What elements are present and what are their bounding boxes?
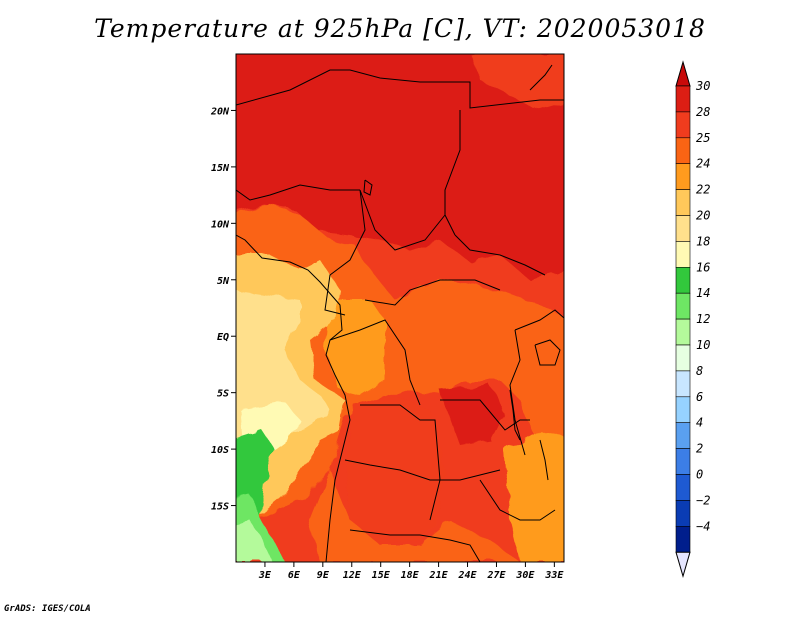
colorbar-swatch [675,137,691,165]
lon-tick-label: 9E [317,570,330,581]
colorbar-label: 8 [696,364,703,378]
country-borders [236,64,564,562]
colorbar-label: 20 [696,209,710,223]
lat-tick-label: 15S [211,502,229,513]
colorbar-label: 16 [696,260,710,274]
colorbar-label: 14 [696,286,710,300]
lon-tick-label: 15E [372,570,391,581]
lat-tick-label: 15N [211,163,230,174]
map-frame [235,53,565,563]
lake-victoria [534,339,561,366]
colorbar-swatch [675,422,691,449]
colorbar-label: 18 [696,234,710,248]
lat-tick-label: 20N [210,106,230,117]
field-benguela-12 [236,520,272,562]
border-zimbabwe [479,479,556,521]
colorbar-label: 12 [696,312,710,326]
border-east-rift [509,329,526,456]
latitude-axis: 20N 15N 10N 5N EQ 5S 10S 15S [210,106,236,513]
lon-tick-label: 30E [515,570,535,581]
colorbar-swatch [675,344,691,372]
lat-tick-label: 10S [211,445,229,456]
border-namibia [344,459,501,481]
lon-tick-label: 24E [457,570,477,581]
colorbar-label: 6 [696,390,703,404]
lon-tick-label: 27E [486,570,506,581]
colorbar-swatch [675,525,691,553]
colorbar-top-arrow [675,60,691,87]
colorbar-label: 2 [696,442,703,456]
lon-tick-label: 12E [343,570,362,581]
colorbar-swatch [675,396,691,423]
lon-tick-label: 33E [544,570,564,581]
temperature-field [236,54,564,562]
border-angola-zambia [360,404,441,521]
colorbar-label: 30 [695,79,710,93]
border-south-sudan [454,234,546,276]
border-namibia-botswana [349,529,481,562]
field-northeast-28 [470,54,564,110]
lat-tick-label: 10N [211,219,230,230]
colorbar-swatch [675,500,691,527]
lat-tick-label: EQ [217,332,229,343]
colorbar-swatch [675,474,691,501]
colorbar-label: 10 [696,338,710,352]
field-kalahari-28 [345,395,445,545]
border-libya-chad [236,69,471,108]
colorbar-label: 28 [696,105,710,119]
field-congo-24 [325,300,385,395]
colorbar-label: 22 [696,183,710,197]
colorbar-swatch [675,85,691,113]
colorbar-bottom-arrow [675,551,691,578]
map-title: Temperature at 925hPa [C], VT: 202005301… [94,14,706,43]
lon-tick-label: 3E [258,570,272,581]
nile-region-border [469,82,564,109]
red-sea-coast [529,64,553,91]
lake-malawi [539,439,549,481]
lake-chad [363,179,373,196]
lon-tick-label: 21E [429,570,449,581]
lake-tanganyika [509,389,521,441]
border-algeria-niger [236,184,360,201]
border-cameroon [324,189,366,316]
colorbar-label: 24 [696,157,710,171]
longitude-axis: 3E 6E 9E 12E 15E 18E 21E 24E 27E 30E 33E [258,562,564,581]
colorbar-swatch [675,111,691,139]
colorbar-swatch [675,189,691,216]
colorbar-label: 25 [696,131,710,145]
colorbar-swatch [675,292,691,320]
colorbar-swatch [675,448,691,475]
field-southeast-24 [505,430,564,562]
lon-tick-label: 6E [288,570,301,581]
border-chad-sudan [444,110,461,236]
colorbar-swatch [675,318,691,346]
field-north-30 [236,54,564,280]
colorbar-label: 4 [696,416,703,430]
border-zambia-tanzania [440,399,530,431]
border-drc-angola [329,319,421,406]
lon-tick-label: 18E [401,570,420,581]
colorbar-swatch [675,215,691,242]
colorbar-swatch [675,266,691,294]
colorbar-swatch [675,370,691,398]
colorbar-swatch [675,241,691,268]
border-uganda [514,309,564,331]
border-chad-car [359,189,446,251]
colorbar-label: 0 [696,468,703,482]
border-car-drc [364,279,501,306]
field-south-25 [310,470,520,562]
colorbar-label: −2 [696,493,710,507]
colorbar-label: −4 [696,519,710,533]
lat-tick-label: 5S [217,389,229,400]
colorbar-swatch [675,163,691,190]
lat-tick-label: 5N [217,276,230,287]
grads-credit: GrADS: IGES/COLA [4,604,91,614]
